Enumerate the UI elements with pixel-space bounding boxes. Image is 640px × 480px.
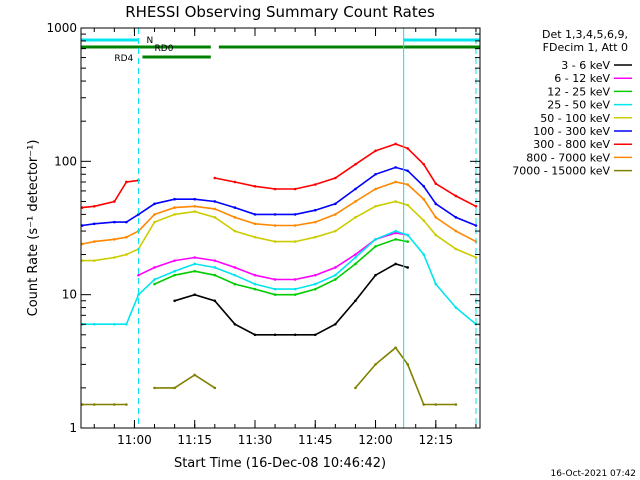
x-tick-label: 12:00 (358, 433, 393, 447)
vertical-marker-layer (137, 28, 477, 428)
y-tick-label: 10 (62, 288, 77, 302)
y-tick-label: 1000 (46, 21, 77, 35)
x-tick-label: 11:30 (238, 433, 273, 447)
legend-label: 100 - 300 keV (533, 125, 610, 138)
y-axis-label: Count Rate (s⁻¹ detector⁻¹) (26, 140, 41, 317)
legend-label: 6 - 12 keV (554, 72, 610, 85)
legend-label: 3 - 6 keV (561, 59, 610, 72)
series-layer (80, 142, 478, 406)
flag-label-rd0: RD0 (155, 44, 174, 54)
legend-header-line-2: FDecim 1, Att 0 (543, 41, 628, 54)
x-axis-label: Start Time (16-Dec-08 10:46:42) (174, 456, 386, 471)
y-tick-label: 1 (69, 421, 77, 435)
series-line-100-300-kev (82, 166, 477, 227)
x-tick-label: 12:15 (419, 433, 454, 447)
series-line-6-12-kev (138, 232, 408, 281)
flag-label-n: N (146, 36, 153, 46)
legend-label: 300 - 800 keV (533, 138, 610, 151)
flag-label-rd4: RD4 (114, 54, 133, 64)
series-line-25-50-kev (82, 230, 477, 326)
ticks-layer: 11:00 11:15 11:30 11:45 12:00 12:15 1 10 100 1000 (46, 21, 480, 447)
legend-label: 800 - 7000 keV (526, 151, 610, 164)
series-line-12-25-kev (154, 238, 408, 296)
series-line-300-800-kev (214, 143, 477, 208)
footer-date: 16-Oct-2021 07:42 (551, 469, 636, 479)
series-line-800-7000-kev (82, 181, 477, 245)
chart-title: RHESSI Observing Summary Count Rates (125, 3, 435, 21)
legend-label: 25 - 50 keV (547, 99, 610, 112)
series-line-3-6-kev (174, 263, 408, 336)
legend-label: 12 - 25 keV (547, 85, 610, 98)
legend-header-line-1: Det 1,3,4,5,6,9, (542, 28, 628, 41)
legend-label: 7000 - 15000 keV (512, 165, 610, 178)
series-line-7000-15000-kev (354, 346, 456, 406)
legend-label: 50 - 100 keV (540, 112, 610, 125)
x-tick-label: 11:00 (117, 433, 152, 447)
x-tick-label: 11:45 (298, 433, 333, 447)
series-line-50-100-kev (82, 200, 477, 262)
y-tick-label: 100 (54, 154, 77, 168)
x-tick-label: 11:15 (177, 433, 212, 447)
series-line-300-800-kev (82, 179, 139, 209)
plot-frame (80, 27, 481, 429)
series-line-7000-15000-kev (154, 373, 216, 389)
